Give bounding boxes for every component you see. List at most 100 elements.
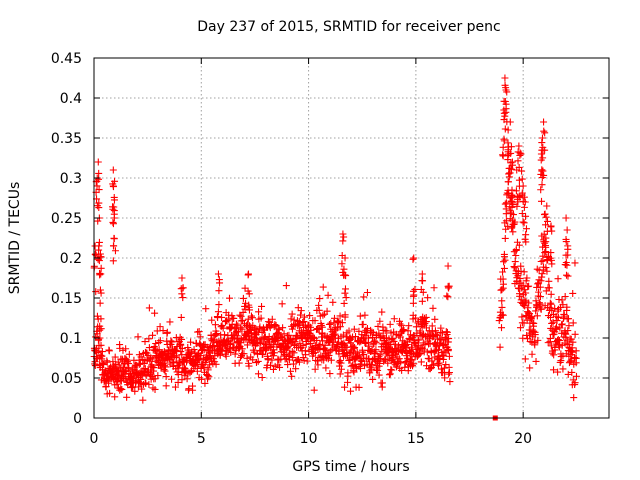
data-point bbox=[425, 327, 433, 335]
data-point bbox=[499, 311, 507, 319]
data-point bbox=[374, 322, 382, 330]
data-point bbox=[526, 314, 534, 322]
data-point bbox=[177, 348, 185, 356]
data-point bbox=[565, 322, 573, 330]
x-axis-label: GPS time / hours bbox=[292, 459, 409, 475]
data-point bbox=[446, 378, 454, 386]
x-tick-label: 0 bbox=[90, 431, 99, 447]
data-point bbox=[96, 269, 104, 277]
data-point bbox=[545, 277, 553, 285]
data-point bbox=[96, 322, 104, 330]
data-point bbox=[190, 346, 198, 354]
data-point bbox=[339, 230, 347, 238]
data-point bbox=[359, 320, 367, 328]
data-point bbox=[538, 139, 546, 147]
data-point bbox=[564, 251, 572, 259]
data-point bbox=[519, 182, 527, 190]
data-point bbox=[512, 187, 520, 195]
data-point bbox=[540, 118, 548, 126]
data-point bbox=[284, 342, 292, 350]
data-point bbox=[289, 354, 297, 362]
data-point bbox=[396, 320, 404, 328]
data-point bbox=[96, 299, 104, 307]
data-point bbox=[295, 358, 303, 366]
data-point bbox=[500, 264, 508, 272]
data-point bbox=[441, 374, 449, 382]
data-point bbox=[409, 299, 417, 307]
data-point bbox=[556, 324, 564, 332]
data-point bbox=[501, 200, 509, 208]
data-point bbox=[171, 383, 179, 391]
y-tick-label: 0.2 bbox=[60, 251, 82, 267]
data-point bbox=[360, 293, 368, 301]
data-point bbox=[547, 300, 555, 308]
data-point bbox=[538, 270, 546, 278]
data-point bbox=[147, 354, 155, 362]
data-point bbox=[162, 382, 170, 390]
data-point bbox=[227, 348, 235, 356]
data-point bbox=[290, 316, 298, 324]
data-point bbox=[245, 362, 253, 370]
data-point bbox=[221, 331, 229, 339]
data-point bbox=[310, 386, 318, 394]
data-point bbox=[518, 189, 526, 197]
data-point bbox=[569, 338, 577, 346]
data-point bbox=[271, 321, 279, 329]
data-point bbox=[141, 379, 149, 387]
data-point bbox=[512, 246, 520, 254]
data-point bbox=[531, 341, 539, 349]
data-point bbox=[525, 282, 533, 290]
data-point bbox=[445, 370, 453, 378]
data-point bbox=[215, 276, 223, 284]
data-point bbox=[383, 338, 391, 346]
y-tick-label: 0.05 bbox=[51, 371, 82, 387]
data-point bbox=[330, 319, 338, 327]
data-point bbox=[254, 370, 262, 378]
data-point bbox=[337, 365, 345, 373]
data-point bbox=[509, 228, 517, 236]
data-point bbox=[426, 339, 434, 347]
data-point bbox=[506, 118, 514, 126]
data-point bbox=[520, 193, 528, 201]
data-point bbox=[513, 202, 521, 210]
data-point bbox=[94, 217, 102, 225]
data-point bbox=[288, 325, 296, 333]
data-point bbox=[564, 242, 572, 250]
data-point bbox=[344, 372, 352, 380]
data-point bbox=[538, 134, 546, 142]
data-points bbox=[90, 74, 580, 421]
data-point bbox=[533, 312, 541, 320]
data-point bbox=[254, 357, 262, 365]
data-point bbox=[151, 385, 159, 393]
data-point bbox=[206, 353, 214, 361]
data-point bbox=[564, 370, 572, 378]
data-point bbox=[437, 365, 445, 373]
data-point bbox=[422, 318, 430, 326]
data-point bbox=[209, 355, 217, 363]
data-point bbox=[322, 364, 330, 372]
data-point bbox=[520, 203, 528, 211]
data-point bbox=[160, 349, 168, 357]
data-point bbox=[301, 313, 309, 321]
data-point bbox=[554, 275, 562, 283]
data-point bbox=[151, 309, 159, 317]
data-point bbox=[538, 181, 546, 189]
data-point bbox=[508, 186, 516, 194]
data-point bbox=[125, 350, 133, 358]
data-point bbox=[306, 329, 314, 337]
data-point bbox=[294, 304, 302, 312]
data-point bbox=[559, 301, 567, 309]
data-point bbox=[410, 254, 418, 262]
data-point bbox=[536, 283, 544, 291]
y-tick-label: 0.3 bbox=[60, 171, 82, 187]
data-point bbox=[504, 139, 512, 147]
data-point bbox=[93, 182, 101, 190]
data-point bbox=[496, 343, 504, 351]
data-point bbox=[444, 282, 452, 290]
data-point bbox=[221, 318, 229, 326]
data-point bbox=[518, 175, 526, 183]
data-point bbox=[178, 274, 186, 282]
data-point bbox=[414, 345, 422, 353]
data-point bbox=[550, 351, 558, 359]
data-point bbox=[243, 354, 251, 362]
